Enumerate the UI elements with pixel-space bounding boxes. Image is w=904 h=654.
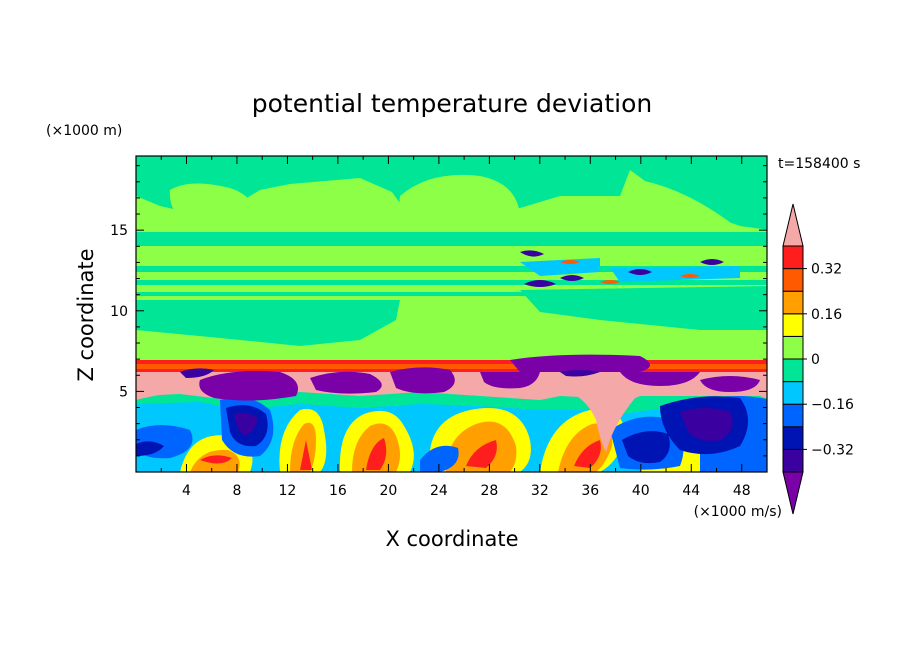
y-tick-label: 5 [119,384,128,400]
y-tick-label: 10 [110,304,128,320]
colorbar-bottom-arrow [782,471,804,515]
field-top-band [136,156,767,170]
x-tick-label: 36 [581,483,599,499]
field-band-268 [136,266,767,272]
colorbar-swatch [782,426,804,450]
x-tick-label: 28 [480,483,498,499]
colorbar-tick-label: 0.32 [811,262,842,278]
field-cold-blobs [199,354,761,401]
chart-title: potential temperature deviation [252,89,652,118]
x-tick-label: 4 [182,483,191,499]
colorbar-swatch [782,403,804,428]
x-tick-label: 16 [329,483,347,499]
x-axis-ticks: 4 8 12 16 20 24 28 32 36 40 44 48 [160,156,751,499]
colorbar-tick-label: 0.16 [811,307,842,323]
colorbar-swatch [782,313,804,337]
contour-field [136,156,767,472]
field-band-235 [136,232,767,246]
colorbar-swatch [782,335,804,360]
x-tick-label: 20 [379,483,397,499]
field-purple-cells [234,408,733,441]
y-axis-label: Z coordinate [74,248,98,381]
y-tick-label: 15 [110,223,128,239]
x-tick-label: 8 [232,483,241,499]
x-tick-label: 48 [733,483,751,499]
x-tick-label: 24 [430,483,448,499]
field-light-patches [169,174,741,232]
field-orange-bands [190,421,613,472]
x-tick-label: 44 [682,483,700,499]
plot-frame [135,155,768,473]
field-band-282 [136,280,767,285]
x-tick-label: 12 [279,483,297,499]
x-axis-label: X coordinate [385,527,518,551]
x-unit-label: (×1000 m/s) [694,504,782,520]
colorbar-swatch [782,245,804,270]
colorbar-tick-label: −0.16 [811,397,854,413]
field-band-294 [136,292,767,296]
colorbar-tick-label: 0 [811,352,820,368]
y-axis-ticks: 5 10 15 [110,165,767,457]
x-tick-label: 32 [531,483,549,499]
colorbar-top-arrow [782,203,804,247]
colorbar-tick-label: −0.32 [811,442,854,458]
field-upper-warm-speckles [560,260,700,284]
colorbar-swatch [782,358,804,383]
colorbar-swatch [782,381,804,405]
colorbar-swatch [782,268,804,292]
colorbar-swatch [782,290,804,315]
time-label: t=158400 s [778,156,860,172]
field-mid-patches [136,286,767,346]
x-tick-label: 40 [632,483,650,499]
field-warm-plume [136,372,660,452]
colorbar-swatch [782,448,804,473]
field-inversion-core [136,364,767,369]
field-upper-blue-speckles [520,250,724,287]
y-unit-label: (×1000 m) [46,123,122,139]
colorbar: 0.32 0.16 0 −0.16 −0.32 [782,203,854,515]
field-dark-blue-cells [136,396,748,464]
